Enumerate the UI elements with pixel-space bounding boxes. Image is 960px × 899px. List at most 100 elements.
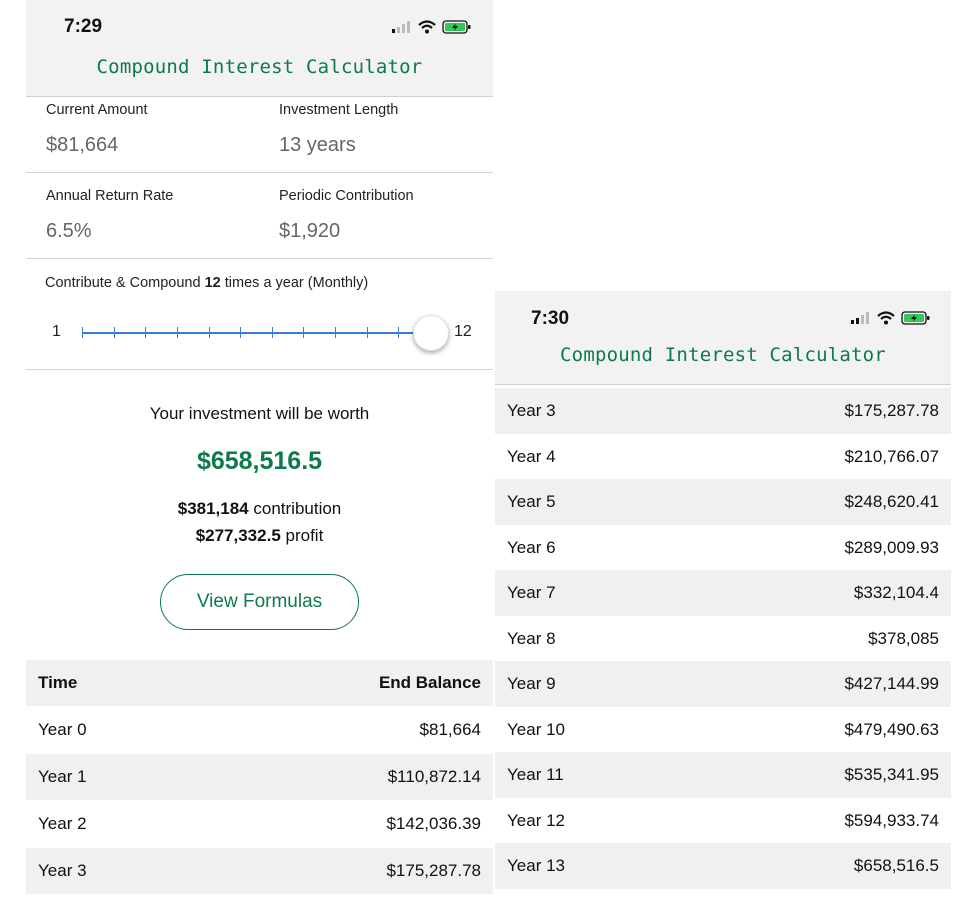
table-row: Year 0 $81,664 <box>26 707 493 753</box>
slider-tick <box>335 327 336 338</box>
row-balance: $142,036.39 <box>386 814 481 833</box>
contribution-label: contribution <box>253 499 342 518</box>
table-row: Year 13 $658,516.5 <box>495 843 951 889</box>
current-amount-field[interactable]: Current Amount $81,664 <box>46 102 148 157</box>
app-title: Compound Interest Calculator <box>96 56 423 78</box>
row-balance: $535,341.95 <box>844 765 939 784</box>
table-row: Year 1 $110,872.14 <box>26 754 493 800</box>
table-row: Year 8 $378,085 <box>495 616 951 662</box>
table-row: Year 11 $535,341.95 <box>495 752 951 798</box>
periodic-contribution-input[interactable]: $1,920 <box>279 220 341 242</box>
investment-length-field[interactable]: Investment Length 13 years <box>279 102 398 157</box>
table-row: Year 12 $594,933.74 <box>495 798 951 844</box>
annual-return-rate-field[interactable]: Annual Return Rate 6.5% <box>46 188 173 243</box>
view-formulas-button[interactable]: View Formulas <box>160 574 359 630</box>
investment-length-label: Investment Length <box>279 102 399 118</box>
row-balance: $248,620.41 <box>844 492 939 511</box>
slider-max-label: 12 <box>454 323 472 340</box>
row-balance: $594,933.74 <box>844 811 939 830</box>
wifi-icon <box>877 311 895 325</box>
row-balance: $175,287.78 <box>386 861 481 880</box>
row-balance: $658,516.5 <box>853 856 939 875</box>
slider-tick <box>177 327 178 338</box>
annual-return-rate-label: Annual Return Rate <box>46 188 174 204</box>
app-header: 7:29 <box>26 0 493 97</box>
row-balance: $427,144.99 <box>844 674 939 693</box>
row-time: Year 11 <box>507 765 564 784</box>
table-row: Year 4 $210,766.07 <box>495 434 951 480</box>
table-header: Time End Balance <box>26 660 493 706</box>
row-time: Year 12 <box>507 811 565 830</box>
row-time: Year 2 <box>38 814 87 833</box>
calculator-screen: 7:29 <box>26 0 493 899</box>
periodic-contribution-label: Periodic Contribution <box>279 188 414 204</box>
row-time: Year 4 <box>507 447 556 466</box>
row-time: Year 10 <box>507 720 565 739</box>
slider-tick <box>240 327 241 338</box>
profit-label: profit <box>285 526 324 545</box>
app-title: Compound Interest Calculator <box>560 344 886 366</box>
contribution-summary: $381,184 contribution <box>26 499 493 519</box>
worth-label: Your investment will be worth <box>149 404 370 423</box>
slider-tick <box>145 327 146 338</box>
yearly-balance-screen: 7:30 <box>495 291 951 891</box>
table-row: Year 3 $175,287.78 <box>495 388 951 434</box>
row-time: Year 7 <box>507 583 556 602</box>
row-balance: $289,009.93 <box>844 538 939 557</box>
frequency-count: 12 <box>204 275 221 291</box>
slider-tick <box>209 327 210 338</box>
status-time: 7:30 <box>531 308 570 329</box>
table-row: Year 10 $479,490.63 <box>495 707 951 753</box>
table-row: Year 3 $175,287.78 <box>26 848 493 894</box>
slider-tick <box>82 327 83 338</box>
row-time: Year 1 <box>38 767 87 786</box>
battery-charging-icon <box>901 311 931 325</box>
field-divider <box>26 172 493 173</box>
row-balance: $210,766.07 <box>844 447 939 466</box>
status-icons <box>392 20 472 34</box>
row-balance: $332,104.4 <box>853 583 939 602</box>
slider-tick <box>303 327 304 338</box>
slider-tick <box>367 327 368 338</box>
contribution-amount: $381,184 <box>177 499 249 518</box>
cellular-signal-icon <box>392 21 412 33</box>
current-amount-input[interactable]: $81,664 <box>46 134 119 156</box>
status-icons <box>851 311 931 325</box>
profit-summary: $277,332.5 profit <box>26 526 493 546</box>
status-time: 7:29 <box>64 16 103 37</box>
row-balance: $110,872.14 <box>387 767 481 786</box>
current-amount-label: Current Amount <box>46 102 148 118</box>
slider-tick <box>114 327 115 338</box>
table-row: Year 2 $142,036.39 <box>26 801 493 847</box>
table-row: Year 9 $427,144.99 <box>495 661 951 707</box>
frequency-suffix: times a year (Monthly) <box>224 275 369 291</box>
row-time: Year 6 <box>507 538 556 557</box>
worth-value: $658,516.5 <box>196 447 323 475</box>
slider-divider <box>26 369 493 370</box>
frequency-slider-thumb[interactable] <box>413 315 449 351</box>
row-time: Year 8 <box>507 629 556 648</box>
slider-min-label: 1 <box>52 323 61 340</box>
frequency-prefix: Contribute & Compound <box>45 275 201 291</box>
battery-charging-icon <box>442 20 472 34</box>
frequency-slider-track[interactable] <box>82 327 431 338</box>
annual-return-rate-input[interactable]: 6.5% <box>46 220 92 242</box>
investment-length-input[interactable]: 13 years <box>279 134 356 156</box>
field-divider <box>26 258 493 259</box>
table-row: Year 5 $248,620.41 <box>495 479 951 525</box>
frequency-label: Contribute & Compound 12 times a year (M… <box>45 275 368 291</box>
slider-tick <box>398 327 399 338</box>
row-time: Year 0 <box>38 720 87 739</box>
row-time: Year 5 <box>507 492 556 511</box>
profit-amount: $277,332.5 <box>195 526 281 545</box>
row-time: Year 13 <box>507 856 565 875</box>
cellular-signal-icon <box>851 312 871 324</box>
wifi-icon <box>418 20 436 34</box>
row-time: Year 3 <box>507 401 556 420</box>
row-balance: $479,490.63 <box>844 720 939 739</box>
row-time: Year 9 <box>507 674 556 693</box>
periodic-contribution-field[interactable]: Periodic Contribution $1,920 <box>279 188 414 243</box>
app-header: 7:30 <box>495 291 951 385</box>
row-time: Year 3 <box>38 861 87 880</box>
table-row: Year 6 $289,009.93 <box>495 525 951 571</box>
